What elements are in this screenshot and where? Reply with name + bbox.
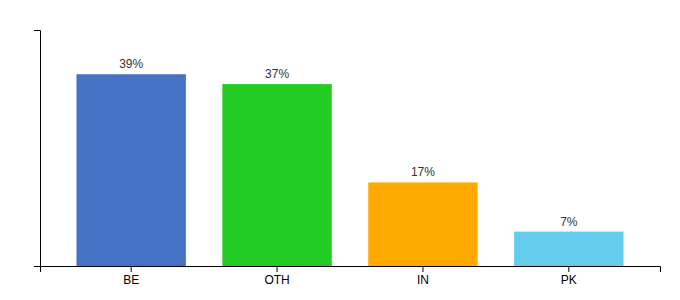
x-axis: BE OTH IN PK xyxy=(41,266,661,287)
chart: 39% 37% 17% 7% BE OTH IN PK xyxy=(0,0,680,300)
x-tick-label: BE xyxy=(123,273,139,287)
bar xyxy=(514,232,623,266)
x-tick-label: PK xyxy=(561,273,577,287)
y-axis xyxy=(34,31,41,267)
x-tick-mark xyxy=(131,266,132,272)
data-label: 7% xyxy=(560,215,578,229)
x-tick-label: IN xyxy=(417,273,429,287)
plot: 39% 37% 17% 7% BE OTH IN PK xyxy=(34,31,661,287)
x-tick: IN xyxy=(417,266,429,287)
x-tick: BE xyxy=(123,266,139,287)
data-labels: 39% 37% 17% 7% xyxy=(119,57,578,228)
bars xyxy=(76,74,623,266)
bar xyxy=(222,84,331,266)
y-axis-line xyxy=(34,31,41,267)
x-tick-mark xyxy=(568,266,569,272)
x-tick: OTH xyxy=(264,266,289,287)
x-tick-label: OTH xyxy=(264,273,289,287)
data-label: 17% xyxy=(411,165,435,179)
bar xyxy=(368,182,477,266)
data-label: 39% xyxy=(119,57,143,71)
x-tick: PK xyxy=(561,266,577,287)
data-label: 37% xyxy=(265,67,289,81)
x-tick-mark xyxy=(277,266,278,272)
x-axis-line xyxy=(41,267,661,273)
x-tick-mark xyxy=(422,266,423,272)
bar xyxy=(76,74,185,266)
